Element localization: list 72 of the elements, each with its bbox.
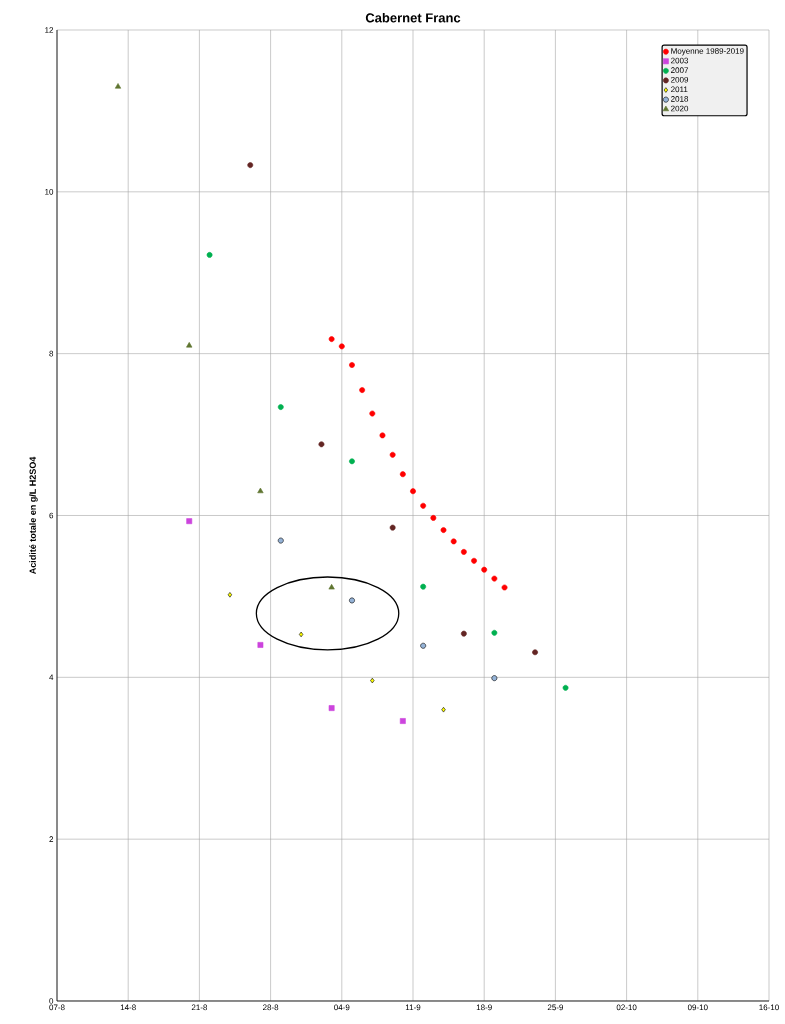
point bbox=[114, 83, 122, 89]
point bbox=[460, 549, 467, 555]
point bbox=[328, 705, 335, 711]
point bbox=[247, 162, 254, 169]
x-tick-label: 04-9 bbox=[334, 1004, 350, 1011]
legend-label: 2003 bbox=[671, 57, 689, 64]
point bbox=[349, 597, 355, 604]
legend-label: 2007 bbox=[671, 67, 689, 73]
y-tick-label: 10 bbox=[45, 188, 54, 195]
point bbox=[491, 675, 498, 682]
point bbox=[338, 343, 345, 350]
legend-label: 2011 bbox=[671, 86, 688, 93]
point bbox=[349, 362, 355, 368]
point bbox=[370, 677, 375, 684]
point bbox=[410, 488, 416, 495]
point bbox=[186, 518, 193, 525]
point bbox=[369, 410, 376, 417]
point bbox=[481, 566, 488, 573]
point bbox=[399, 471, 406, 478]
x-tick-label: 18-9 bbox=[476, 1004, 492, 1011]
y-axis-title: Acidité totale en g/L H2SO4 bbox=[29, 456, 38, 575]
point bbox=[491, 629, 498, 636]
y-tick-label: 4 bbox=[49, 674, 54, 681]
legend-label: 2020 bbox=[671, 105, 689, 112]
point bbox=[460, 630, 467, 637]
y-tick-label: 8 bbox=[49, 350, 54, 357]
point bbox=[206, 252, 213, 258]
point bbox=[277, 537, 284, 544]
point bbox=[420, 642, 427, 649]
point bbox=[299, 631, 304, 638]
x-tick-label: 16-10 bbox=[759, 1004, 779, 1011]
y-tick-label: 12 bbox=[45, 27, 54, 33]
x-tick-label: 25-9 bbox=[547, 1004, 564, 1011]
point bbox=[532, 649, 538, 656]
x-tick-label: 21-8 bbox=[191, 1004, 208, 1011]
legend-label: Moyenne 1989-2019 bbox=[671, 48, 744, 56]
point bbox=[562, 684, 569, 691]
point bbox=[227, 592, 233, 598]
point bbox=[450, 538, 457, 545]
point bbox=[441, 706, 446, 713]
point bbox=[186, 342, 193, 348]
x-tick-label: 14-8 bbox=[120, 1004, 136, 1011]
y-tick-label: 6 bbox=[49, 512, 54, 519]
point bbox=[420, 583, 427, 590]
point bbox=[328, 336, 335, 342]
x-tick-label: 02-10 bbox=[616, 1004, 637, 1011]
point bbox=[389, 451, 396, 458]
point bbox=[328, 584, 335, 590]
point bbox=[359, 387, 366, 393]
point bbox=[501, 584, 508, 591]
y-tick-label: 0 bbox=[49, 998, 54, 1004]
x-tick-label: 07-8 bbox=[49, 1004, 65, 1011]
point bbox=[389, 524, 396, 531]
point bbox=[277, 404, 284, 410]
point bbox=[379, 432, 386, 439]
point bbox=[440, 527, 447, 533]
legend-label: 2018 bbox=[671, 96, 689, 102]
point bbox=[430, 515, 437, 521]
point bbox=[399, 718, 406, 724]
point bbox=[471, 557, 477, 564]
y-tick-label: 2 bbox=[49, 836, 54, 842]
x-tick-label: 11-9 bbox=[405, 1004, 421, 1011]
point bbox=[420, 502, 427, 509]
chart-title: Cabernet Franc bbox=[365, 12, 461, 23]
x-tick-label: 28-8 bbox=[263, 1004, 279, 1011]
point bbox=[491, 575, 498, 582]
point bbox=[318, 441, 325, 448]
x-tick-label: 09-10 bbox=[687, 1004, 708, 1011]
point bbox=[257, 487, 264, 494]
point bbox=[257, 642, 264, 648]
point bbox=[349, 458, 355, 465]
legend-label: 2009 bbox=[671, 76, 689, 83]
